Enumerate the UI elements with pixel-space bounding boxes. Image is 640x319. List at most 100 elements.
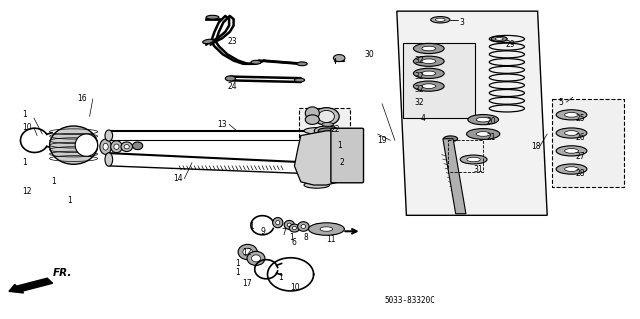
Ellipse shape <box>556 128 587 138</box>
Ellipse shape <box>273 218 283 228</box>
Ellipse shape <box>114 144 119 150</box>
Ellipse shape <box>297 62 307 66</box>
Ellipse shape <box>251 60 261 64</box>
Ellipse shape <box>238 244 257 260</box>
Text: 21: 21 <box>486 133 496 142</box>
Text: 32: 32 <box>414 72 424 81</box>
Ellipse shape <box>287 223 291 227</box>
Ellipse shape <box>50 126 98 164</box>
Text: 28: 28 <box>576 169 586 178</box>
Text: 26: 26 <box>576 133 586 142</box>
Text: 16: 16 <box>77 94 86 103</box>
Ellipse shape <box>276 221 280 225</box>
Text: 23: 23 <box>227 37 237 46</box>
Ellipse shape <box>319 110 334 122</box>
Text: 1: 1 <box>22 110 27 119</box>
Text: 30: 30 <box>365 50 374 59</box>
Text: 1: 1 <box>22 158 27 167</box>
Ellipse shape <box>308 223 344 235</box>
Text: 20: 20 <box>486 117 496 126</box>
Ellipse shape <box>413 81 444 91</box>
Ellipse shape <box>305 115 319 124</box>
Text: FR.: FR. <box>53 268 72 278</box>
Ellipse shape <box>322 122 333 126</box>
Text: 32: 32 <box>414 85 424 94</box>
Ellipse shape <box>435 18 445 21</box>
Ellipse shape <box>422 71 436 76</box>
Text: 6: 6 <box>291 238 296 247</box>
Ellipse shape <box>431 17 450 23</box>
Ellipse shape <box>476 132 490 136</box>
Ellipse shape <box>422 59 436 63</box>
Polygon shape <box>397 11 547 215</box>
Ellipse shape <box>413 43 444 54</box>
Polygon shape <box>294 131 339 185</box>
Text: 17: 17 <box>242 279 252 288</box>
Ellipse shape <box>100 139 111 154</box>
Ellipse shape <box>564 149 579 153</box>
Text: 3: 3 <box>460 18 465 27</box>
Ellipse shape <box>476 117 490 122</box>
Ellipse shape <box>298 222 309 231</box>
Polygon shape <box>552 99 624 187</box>
Ellipse shape <box>206 15 219 19</box>
FancyArrow shape <box>9 278 52 293</box>
Text: 7: 7 <box>282 228 287 237</box>
Text: 29: 29 <box>506 40 515 49</box>
Text: 2: 2 <box>339 158 344 167</box>
Ellipse shape <box>467 157 481 162</box>
Text: 1: 1 <box>250 222 254 231</box>
Ellipse shape <box>301 225 306 228</box>
Ellipse shape <box>225 76 236 81</box>
Ellipse shape <box>413 68 444 78</box>
Text: 10: 10 <box>290 283 300 292</box>
Ellipse shape <box>564 131 579 135</box>
Ellipse shape <box>444 136 458 142</box>
Text: 1: 1 <box>236 259 240 268</box>
Text: 9: 9 <box>260 227 266 236</box>
Text: 1: 1 <box>337 141 342 150</box>
Ellipse shape <box>103 143 108 150</box>
Text: 31: 31 <box>474 165 483 174</box>
Text: 32: 32 <box>414 98 424 107</box>
Ellipse shape <box>292 226 296 230</box>
Ellipse shape <box>556 110 587 120</box>
Ellipse shape <box>492 36 508 42</box>
Ellipse shape <box>495 38 503 40</box>
Ellipse shape <box>294 78 305 82</box>
Ellipse shape <box>333 55 345 62</box>
Ellipse shape <box>314 126 339 136</box>
Ellipse shape <box>76 134 98 156</box>
Text: 13: 13 <box>218 120 227 129</box>
Bar <box>299 108 350 163</box>
Ellipse shape <box>111 141 122 153</box>
Text: 18: 18 <box>531 142 541 151</box>
Text: 12: 12 <box>22 187 32 196</box>
Text: 1: 1 <box>67 197 72 205</box>
Ellipse shape <box>422 46 436 51</box>
Ellipse shape <box>413 56 444 66</box>
Ellipse shape <box>460 155 487 164</box>
Polygon shape <box>443 139 466 214</box>
Ellipse shape <box>320 227 333 231</box>
Text: 22: 22 <box>331 125 340 134</box>
Ellipse shape <box>318 128 337 134</box>
Text: 25: 25 <box>576 114 586 122</box>
Text: 14: 14 <box>173 174 182 183</box>
Ellipse shape <box>314 108 339 125</box>
Ellipse shape <box>121 142 132 152</box>
Ellipse shape <box>252 255 260 262</box>
Text: 12: 12 <box>242 248 252 256</box>
Ellipse shape <box>564 167 579 171</box>
Ellipse shape <box>556 164 587 174</box>
Ellipse shape <box>105 130 113 141</box>
Text: 5: 5 <box>559 98 564 107</box>
Text: 19: 19 <box>378 136 387 145</box>
Ellipse shape <box>468 115 499 125</box>
Ellipse shape <box>467 129 500 139</box>
Text: 4: 4 <box>421 114 426 122</box>
Text: 1: 1 <box>236 268 240 277</box>
Text: 10: 10 <box>22 123 32 132</box>
Text: 1: 1 <box>51 177 56 186</box>
Ellipse shape <box>105 153 113 166</box>
